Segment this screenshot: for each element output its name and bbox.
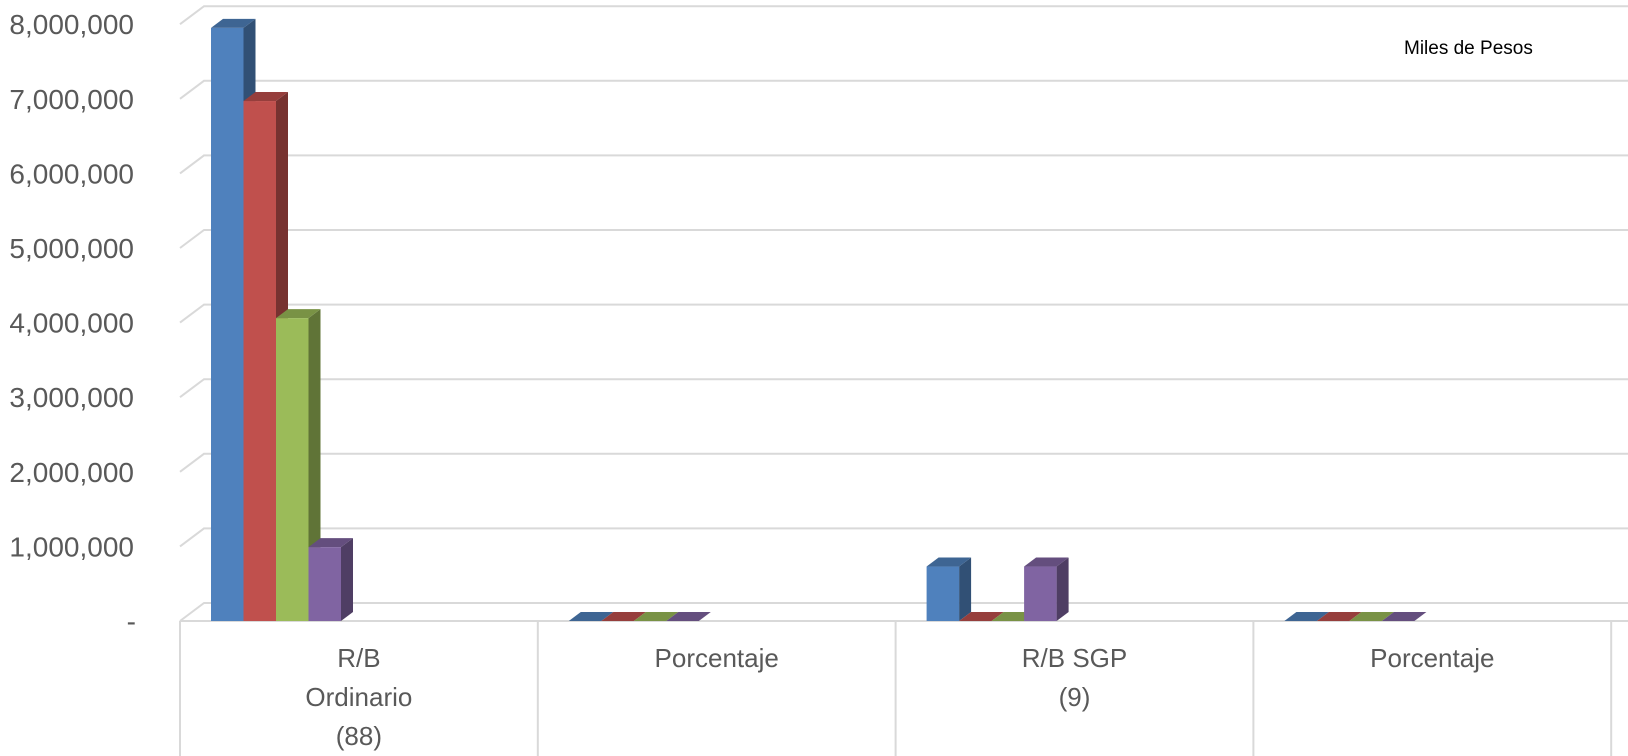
bar (308, 538, 353, 621)
bar-front (276, 318, 309, 621)
y-tick-label: 4,000,000 (9, 308, 134, 339)
gridline (179, 378, 1628, 399)
bar (1381, 612, 1427, 621)
x-axis-category-labels: R/B Ordinario (88) Porcentaje R/B SGP (9) Porc… (305, 643, 1494, 751)
bar (1316, 612, 1362, 621)
y-tick-label: 7,000,000 (9, 84, 134, 115)
bar-front (243, 101, 276, 621)
gridline (179, 303, 1628, 324)
bar (926, 557, 972, 621)
y-tick-label: 5,000,000 (9, 233, 134, 264)
gridlines (179, 5, 1628, 622)
bar-top (308, 538, 353, 548)
gridline (179, 527, 1628, 548)
bar-side (959, 557, 972, 621)
bar (568, 612, 614, 621)
y-tick-label: 6,000,000 (9, 158, 134, 189)
y-tick-label: 1,000,000 (9, 531, 134, 562)
bar (959, 612, 1004, 621)
bar-side (1056, 557, 1069, 621)
gridline (179, 602, 1628, 622)
bar-top (243, 92, 288, 102)
bar-front (926, 566, 960, 621)
bar-front (308, 547, 341, 621)
bar (1284, 612, 1329, 621)
y-tick-label: 3,000,000 (9, 382, 134, 413)
bar-top (633, 612, 679, 621)
gridline (179, 229, 1628, 249)
bar-top (1024, 557, 1069, 567)
category-label: R/B Ordinario (88) (305, 643, 412, 751)
bar-front (1024, 566, 1057, 621)
bar-top (926, 557, 972, 567)
gridline (179, 79, 1628, 100)
bar-top (1381, 612, 1427, 621)
bar (601, 612, 646, 621)
category-label: Porcentaje (1370, 643, 1494, 673)
bar-top (1284, 612, 1329, 621)
bars (211, 18, 1427, 622)
bar-top (959, 612, 1004, 621)
units-annotation: Miles de Pesos (1404, 38, 1533, 59)
bar-top (211, 18, 256, 28)
gridline (179, 5, 1628, 26)
y-axis-ticks: - 1,000,000 2,000,000 3,000,000 4,000,000 5,0… (9, 9, 136, 637)
bar (666, 612, 711, 621)
bar-top (568, 612, 614, 621)
y-tick-label: 2,000,000 (9, 457, 134, 488)
category-label: R/B SGP (9) (1022, 643, 1127, 712)
category-label: Porcentaje (655, 643, 779, 673)
bar-top (276, 309, 321, 319)
gridline (179, 154, 1628, 175)
gridline (179, 452, 1628, 473)
bar-top (601, 612, 646, 621)
bar (633, 612, 679, 621)
y-tick-label: 8,000,000 (9, 9, 134, 40)
bar-top (666, 612, 711, 621)
bar-front (211, 27, 244, 622)
bar (1349, 612, 1394, 621)
bar-top (1316, 612, 1362, 621)
bar (1024, 557, 1069, 621)
bar-side (341, 538, 353, 621)
bar-top (1349, 612, 1394, 621)
y-tick-label: - (127, 606, 136, 637)
